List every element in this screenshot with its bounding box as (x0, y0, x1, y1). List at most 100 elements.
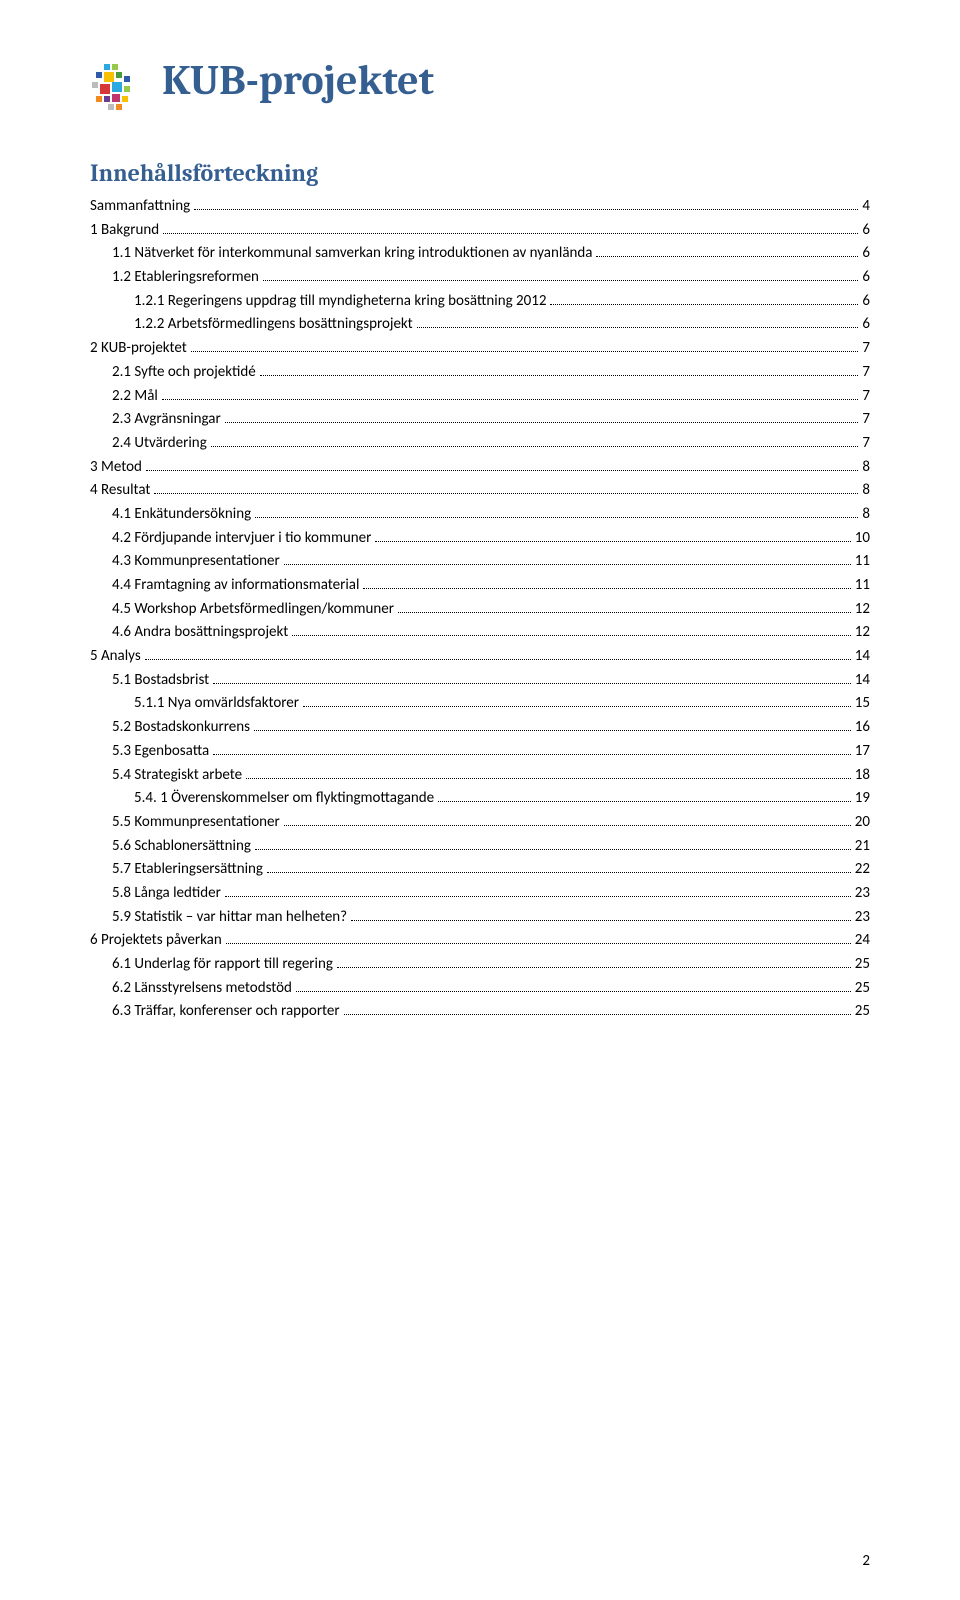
toc-leader-dots (398, 612, 851, 613)
toc-entry-page: 8 (862, 456, 870, 480)
toc-entry-label: 4.2 Fördjupande intervjuer i tio kommune… (112, 527, 371, 551)
toc-entry-label: 4.1 Enkätundersökning (112, 503, 251, 527)
toc-entry[interactable]: 6.3 Träffar, konferenser och rapporter 2… (112, 1000, 870, 1024)
toc-entry-page: 11 (855, 550, 870, 574)
toc-entry[interactable]: Sammanfattning 4 (90, 195, 870, 219)
toc-entry-page: 17 (855, 740, 870, 764)
toc-leader-dots (211, 446, 859, 447)
toc-entry[interactable]: 2 KUB-projektet 7 (90, 337, 870, 361)
toc-leader-dots (225, 422, 859, 423)
toc-entry-page: 8 (862, 503, 870, 527)
toc-entry-label: 5.1.1 Nya omvärldsfaktorer (134, 692, 299, 716)
toc-entry[interactable]: 6.1 Underlag för rapport till regering 2… (112, 953, 870, 977)
toc-entry-label: 2.1 Syfte och projektidé (112, 361, 256, 385)
toc-entry-label: 4.3 Kommunpresentationer (112, 550, 280, 574)
toc-entry[interactable]: 4 Resultat 8 (90, 479, 870, 503)
toc-leader-dots (213, 683, 851, 684)
toc-entry-page: 6 (862, 219, 870, 243)
toc-entry-label: 5.3 Egenbosatta (112, 740, 209, 764)
toc-entry-label: 6.1 Underlag för rapport till regering (112, 953, 333, 977)
toc-leader-dots (337, 967, 851, 968)
toc-entry[interactable]: 2.4 Utvärdering 7 (112, 432, 870, 456)
toc-entry[interactable]: 5.7 Etableringsersättning 22 (112, 858, 870, 882)
toc-leader-dots (596, 256, 858, 257)
toc-entry[interactable]: 1.2.2 Arbetsförmedlingens bosättningspro… (134, 313, 870, 337)
toc-entry-label: 5.1 Bostadsbrist (112, 669, 209, 693)
toc-entry[interactable]: 5.9 Statistik – var hittar man helheten?… (112, 906, 870, 930)
toc-entry[interactable]: 5.6 Schablonersättning 21 (112, 835, 870, 859)
toc-entry-label: 1.1 Nätverket för interkommunal samverka… (112, 242, 592, 266)
toc-entry-page: 25 (855, 1000, 870, 1024)
toc-entry-page: 20 (855, 811, 870, 835)
toc-entry[interactable]: 5 Analys 14 (90, 645, 870, 669)
toc-leader-dots (263, 280, 858, 281)
toc-entry-page: 7 (862, 432, 870, 456)
toc-entry[interactable]: 5.5 Kommunpresentationer 20 (112, 811, 870, 835)
toc-entry[interactable]: 4.3 Kommunpresentationer 11 (112, 550, 870, 574)
toc-entry-page: 4 (862, 195, 870, 219)
toc-entry[interactable]: 5.1.1 Nya omvärldsfaktorer 15 (134, 692, 870, 716)
toc-entry-page: 6 (862, 290, 870, 314)
toc-entry[interactable]: 4.2 Fördjupande intervjuer i tio kommune… (112, 527, 870, 551)
toc-entry[interactable]: 5.8 Långa ledtider 23 (112, 882, 870, 906)
toc-leader-dots (163, 233, 858, 234)
document-header: KUB-projektet (90, 60, 870, 123)
toc-leader-dots (303, 706, 851, 707)
toc-entry[interactable]: 4.6 Andra bosättningsprojekt 12 (112, 621, 870, 645)
toc-entry-label: 6.2 Länsstyrelsens metodstöd (112, 977, 292, 1001)
toc-entry[interactable]: 2.3 Avgränsningar 7 (112, 408, 870, 432)
toc-entry-label: 2.4 Utvärdering (112, 432, 207, 456)
toc-entry[interactable]: 5.3 Egenbosatta 17 (112, 740, 870, 764)
toc-leader-dots (146, 470, 859, 471)
toc-entry-label: 1.2 Etableringsreformen (112, 266, 259, 290)
toc-leader-dots (254, 730, 851, 731)
toc-entry-label: 5.4. 1 Överenskommelser om flyktingmotta… (134, 787, 434, 811)
toc-entry-page: 19 (855, 787, 870, 811)
toc-entry[interactable]: 4.1 Enkätundersökning 8 (112, 503, 870, 527)
toc-leader-dots (417, 327, 859, 328)
toc-entry-page: 6 (862, 242, 870, 266)
toc-entry-label: 2.3 Avgränsningar (112, 408, 221, 432)
toc-entry-page: 21 (855, 835, 870, 859)
toc-entry[interactable]: 5.4 Strategiskt arbete 18 (112, 764, 870, 788)
table-of-contents: Sammanfattning 41 Bakgrund 61.1 Nätverke… (90, 195, 870, 1024)
toc-entry[interactable]: 4.4 Framtagning av informationsmaterial … (112, 574, 870, 598)
toc-entry-label: Sammanfattning (90, 195, 190, 219)
toc-entry[interactable]: 1.2.1 Regeringens uppdrag till myndighet… (134, 290, 870, 314)
toc-entry-label: 1.2.1 Regeringens uppdrag till myndighet… (134, 290, 546, 314)
toc-entry[interactable]: 1.2 Etableringsreformen 6 (112, 266, 870, 290)
toc-entry-page: 12 (855, 621, 870, 645)
toc-leader-dots (255, 849, 851, 850)
toc-entry-label: 4 Resultat (90, 479, 150, 503)
toc-entry[interactable]: 5.1 Bostadsbrist 14 (112, 669, 870, 693)
toc-leader-dots (225, 896, 851, 897)
toc-entry-label: 2.2 Mål (112, 385, 158, 409)
toc-entry-label: 6.3 Träffar, konferenser och rapporter (112, 1000, 340, 1024)
document-title: KUB-projektet (162, 56, 434, 105)
toc-entry-label: 5.2 Bostadskonkurrens (112, 716, 250, 740)
toc-entry[interactable]: 3 Metod 8 (90, 456, 870, 480)
toc-entry-page: 24 (855, 929, 870, 953)
toc-entry-page: 25 (855, 977, 870, 1001)
toc-entry[interactable]: 1.1 Nätverket för interkommunal samverka… (112, 242, 870, 266)
toc-entry-page: 18 (855, 764, 870, 788)
toc-entry[interactable]: 4.5 Workshop Arbetsförmedlingen/kommuner… (112, 598, 870, 622)
toc-entry-page: 15 (855, 692, 870, 716)
toc-entry-page: 22 (855, 858, 870, 882)
toc-entry[interactable]: 6 Projektets påverkan 24 (90, 929, 870, 953)
toc-entry[interactable]: 5.2 Bostadskonkurrens 16 (112, 716, 870, 740)
toc-entry-page: 16 (855, 716, 870, 740)
toc-entry[interactable]: 6.2 Länsstyrelsens metodstöd 25 (112, 977, 870, 1001)
toc-entry-label: 6 Projektets påverkan (90, 929, 222, 953)
toc-leader-dots (351, 920, 851, 921)
toc-entry[interactable]: 1 Bakgrund 6 (90, 219, 870, 243)
toc-leader-dots (226, 943, 851, 944)
toc-entry-label: 3 Metod (90, 456, 142, 480)
toc-entry[interactable]: 2.2 Mål 7 (112, 385, 870, 409)
toc-entry[interactable]: 5.4. 1 Överenskommelser om flyktingmotta… (134, 787, 870, 811)
toc-entry[interactable]: 2.1 Syfte och projektidé 7 (112, 361, 870, 385)
toc-entry-page: 11 (855, 574, 870, 598)
toc-leader-dots (284, 564, 851, 565)
toc-entry-page: 14 (855, 669, 870, 693)
toc-entry-label: 5.9 Statistik – var hittar man helheten? (112, 906, 347, 930)
